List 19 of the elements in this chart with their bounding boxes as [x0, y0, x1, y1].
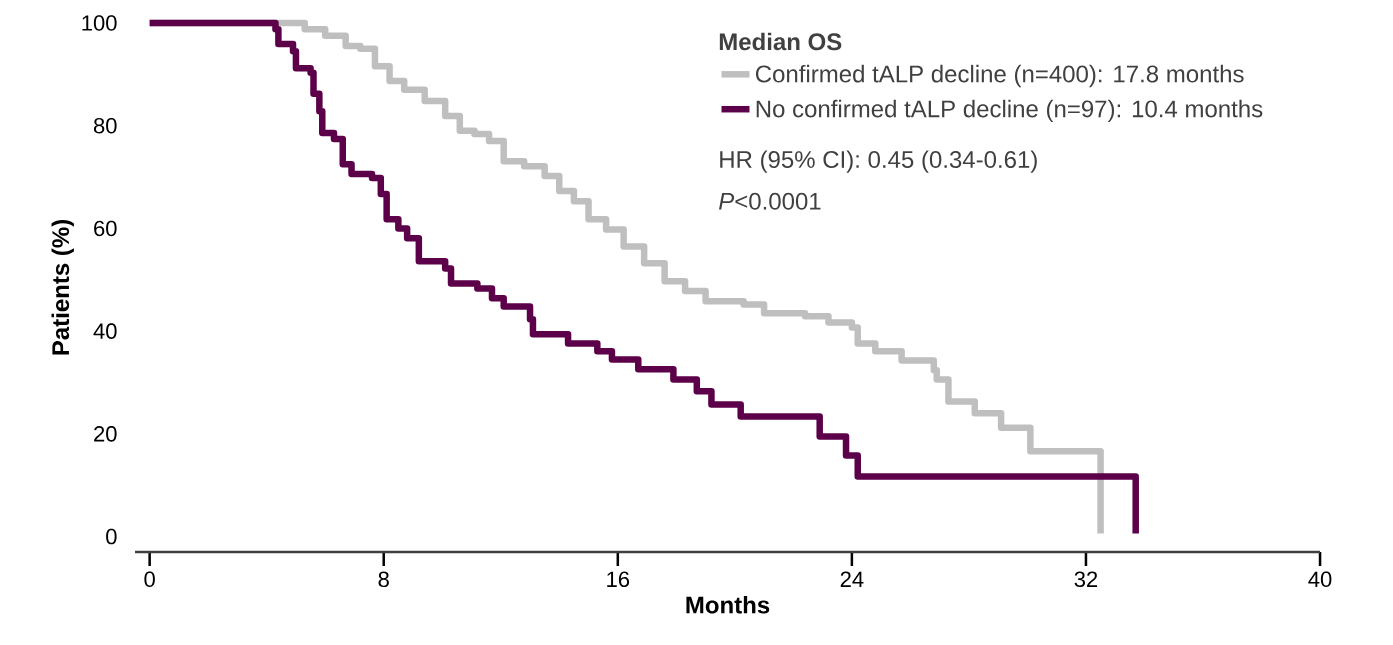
y-tick-label: 20	[94, 426, 117, 442]
x-tick-label: 32	[1074, 571, 1098, 588]
legend-label: Confirmed tALP decline (n=400): 17.8 months	[755, 64, 1244, 88]
legend-title: Median OS	[719, 32, 842, 51]
y-tick-label: 40	[93, 323, 117, 339]
x-tick-label: 0	[144, 571, 155, 588]
y-tick-label: 0	[106, 528, 117, 545]
y-tick-label: 60	[94, 220, 117, 237]
annotation: HR (95% CI): 0.45 (0.34-0.61)	[720, 150, 1037, 173]
x-tick-label: 40	[1308, 571, 1332, 588]
annotation: P<0.0001	[718, 192, 821, 210]
legend-label: No confirmed tALP decline (n=97): 10.4 months	[756, 99, 1263, 123]
x-tick-label: 8	[378, 571, 389, 588]
x-axis-title: Months	[686, 595, 770, 614]
x-tick-label: 24	[840, 571, 864, 587]
y-tick-label: 80	[93, 117, 117, 134]
y-tick-label: 100	[82, 15, 117, 31]
y-axis-title: Patients (%)	[51, 220, 74, 355]
x-tick-label: 16	[607, 571, 630, 588]
